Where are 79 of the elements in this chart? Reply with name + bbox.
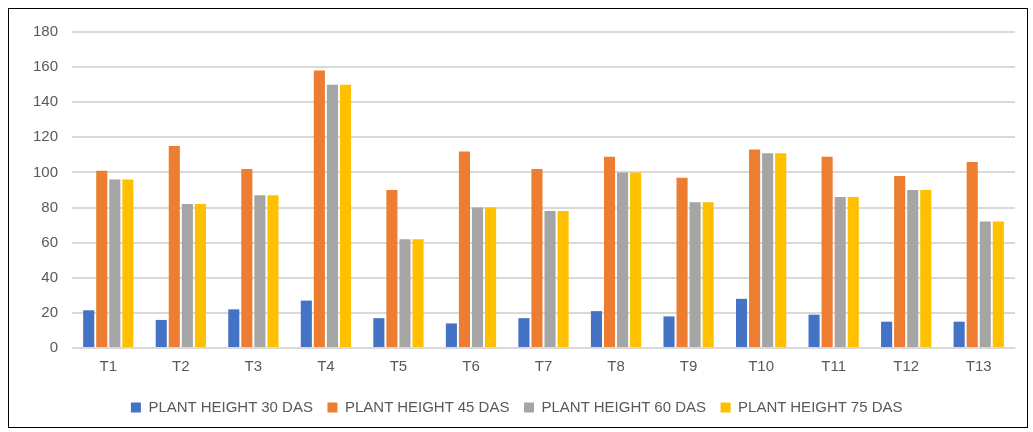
bar	[907, 190, 919, 347]
y-tick-label: 160	[33, 57, 59, 75]
legend-label: PLANT HEIGHT 60 DAS	[541, 397, 707, 415]
y-tick-label: 40	[41, 267, 59, 285]
bar	[617, 172, 629, 347]
x-tick-label: T6	[462, 357, 480, 375]
bar	[399, 239, 411, 347]
bar	[194, 204, 206, 347]
y-tick-label: 60	[41, 232, 59, 250]
bar	[373, 318, 385, 347]
bar	[181, 204, 193, 347]
y-tick-label: 20	[41, 303, 59, 321]
bar	[702, 202, 714, 347]
bar	[458, 151, 470, 347]
y-tick-label: 0	[49, 338, 59, 356]
bar	[386, 190, 398, 347]
bar	[630, 172, 642, 347]
bar	[313, 70, 325, 347]
bar	[300, 300, 312, 347]
x-tick-label: T3	[244, 357, 263, 375]
bar	[267, 195, 279, 347]
x-tick-label: T1	[99, 357, 118, 375]
bar	[326, 84, 338, 347]
x-tick-label: T13	[965, 357, 992, 375]
bar	[471, 207, 484, 347]
y-tick-label: 120	[33, 127, 59, 145]
bar	[808, 314, 820, 347]
bar	[979, 221, 991, 347]
bar	[689, 202, 701, 347]
bar	[966, 161, 978, 347]
bar	[663, 316, 675, 347]
bar	[83, 310, 95, 347]
bar	[228, 309, 240, 347]
bar	[531, 168, 543, 347]
legend-label: PLANT HEIGHT 75 DAS	[738, 397, 903, 415]
legend-label: PLANT HEIGHT 30 DAS	[148, 397, 313, 415]
legend-label: PLANT HEIGHT 45 DAS	[344, 397, 510, 415]
bar	[109, 179, 121, 347]
x-tick-label: T7	[534, 357, 553, 375]
bar	[412, 239, 424, 347]
bar	[168, 146, 180, 347]
bar	[590, 311, 603, 347]
bar	[735, 298, 748, 347]
bar	[445, 323, 457, 347]
bar	[834, 197, 846, 347]
bar	[953, 321, 965, 347]
bar	[122, 179, 134, 347]
y-tick-label: 140	[33, 92, 59, 110]
y-tick-label: 80	[41, 197, 59, 215]
x-tick-label: T9	[679, 357, 698, 375]
y-tick-label: 100	[33, 162, 59, 180]
x-tick-label: T8	[607, 357, 625, 375]
x-tick-label: T5	[389, 357, 408, 375]
bar	[881, 321, 893, 347]
bar	[518, 318, 530, 347]
bar	[894, 175, 906, 347]
x-tick-label: T10	[748, 357, 775, 375]
bar	[676, 177, 688, 347]
bar	[485, 207, 497, 347]
bar	[775, 153, 787, 347]
bar	[339, 84, 352, 347]
bar	[821, 156, 833, 347]
bar	[749, 149, 761, 347]
x-tick-label: T12	[893, 357, 920, 375]
x-tick-label: T11	[821, 357, 847, 375]
x-tick-label: T2	[172, 357, 190, 375]
bar	[847, 197, 859, 347]
bar	[241, 168, 253, 347]
bar	[762, 153, 774, 347]
bar	[557, 211, 569, 347]
bar	[544, 211, 556, 347]
bar	[254, 195, 266, 347]
bar	[603, 156, 616, 347]
bar	[992, 221, 1004, 347]
y-tick-label: 180	[33, 22, 59, 40]
bar	[920, 190, 932, 347]
x-tick-label: T4	[317, 357, 335, 375]
bar	[155, 319, 167, 347]
bar	[96, 170, 108, 347]
